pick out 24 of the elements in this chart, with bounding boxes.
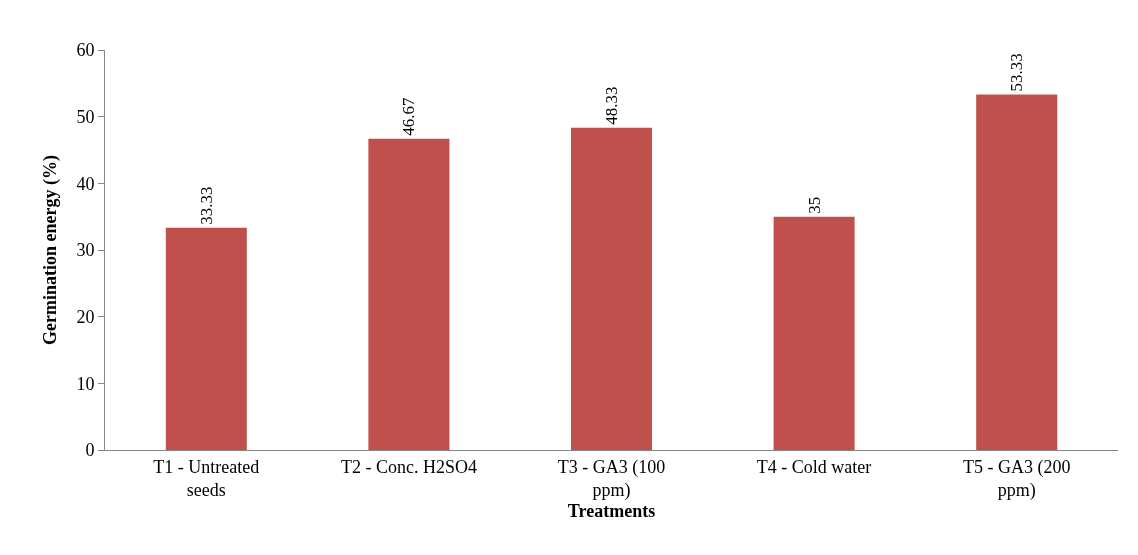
data-label: 33.33 bbox=[196, 186, 216, 225]
y-tick-label: 50 bbox=[76, 106, 95, 127]
y-tick-label: 30 bbox=[76, 240, 95, 261]
y-tick-label: 20 bbox=[76, 306, 95, 327]
data-label: 48.33 bbox=[602, 86, 621, 125]
y-axis-title: Germination energy (%) bbox=[39, 155, 61, 345]
data-label: 53.33 bbox=[1007, 53, 1027, 92]
y-tick-label: 60 bbox=[76, 40, 95, 61]
x-tick-label: T5 - GA3 (200 ppm) bbox=[962, 456, 1071, 501]
bar bbox=[368, 138, 450, 450]
data-label: 35 bbox=[804, 196, 824, 214]
bar bbox=[976, 94, 1058, 450]
y-tick-label: 10 bbox=[76, 373, 95, 394]
data-label: 46.67 bbox=[399, 97, 419, 136]
bar bbox=[773, 216, 855, 450]
x-axis-title: Treatments bbox=[567, 501, 656, 521]
x-tick-label: T3 - GA3 (100 ppm) bbox=[557, 456, 666, 501]
bar bbox=[165, 227, 247, 450]
y-tick-label: 40 bbox=[76, 173, 95, 194]
y-tick-label: 0 bbox=[85, 440, 95, 461]
bar bbox=[570, 127, 653, 450]
x-tick-label: T1 - Untreated seeds bbox=[153, 456, 260, 500]
x-tick-label: T4 - Cold water bbox=[756, 456, 872, 477]
x-tick-label: T2 - Conc. H2SO4 bbox=[340, 456, 477, 477]
